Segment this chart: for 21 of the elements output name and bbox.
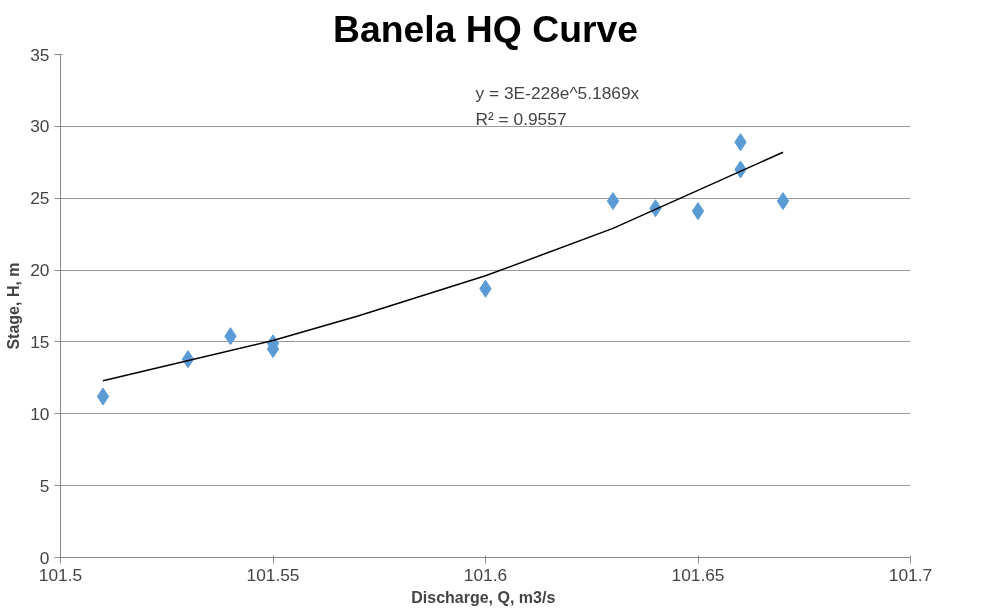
point xyxy=(96,387,110,406)
point xyxy=(691,202,705,221)
x-tick-label: 101.55 xyxy=(246,564,300,585)
y-tick-label: 35 xyxy=(30,44,50,65)
y-tick-label: 15 xyxy=(30,331,50,352)
y-tick-label: 30 xyxy=(30,116,50,137)
point xyxy=(776,192,790,211)
point xyxy=(606,192,620,211)
y-tick-label: 5 xyxy=(39,475,50,496)
x-tick-label: 101.65 xyxy=(671,564,725,585)
annotation: R² = 0.9557 xyxy=(475,108,567,129)
y-tick-label: 10 xyxy=(30,403,50,424)
chart-title: Banela HQ Curve xyxy=(333,7,638,50)
x-tick-label: 101.6 xyxy=(463,564,508,585)
x-axis-title: Discharge, Q, m3/s xyxy=(411,588,556,606)
y-tick-label: 25 xyxy=(30,188,50,209)
x-tick-label: 101.7 xyxy=(888,564,933,585)
y-tick-label: 20 xyxy=(30,260,50,281)
y-axis-title: Stage, H, m xyxy=(5,262,23,350)
annotation: y = 3E-228e^5.1869x xyxy=(475,82,640,103)
line-series xyxy=(102,151,784,382)
